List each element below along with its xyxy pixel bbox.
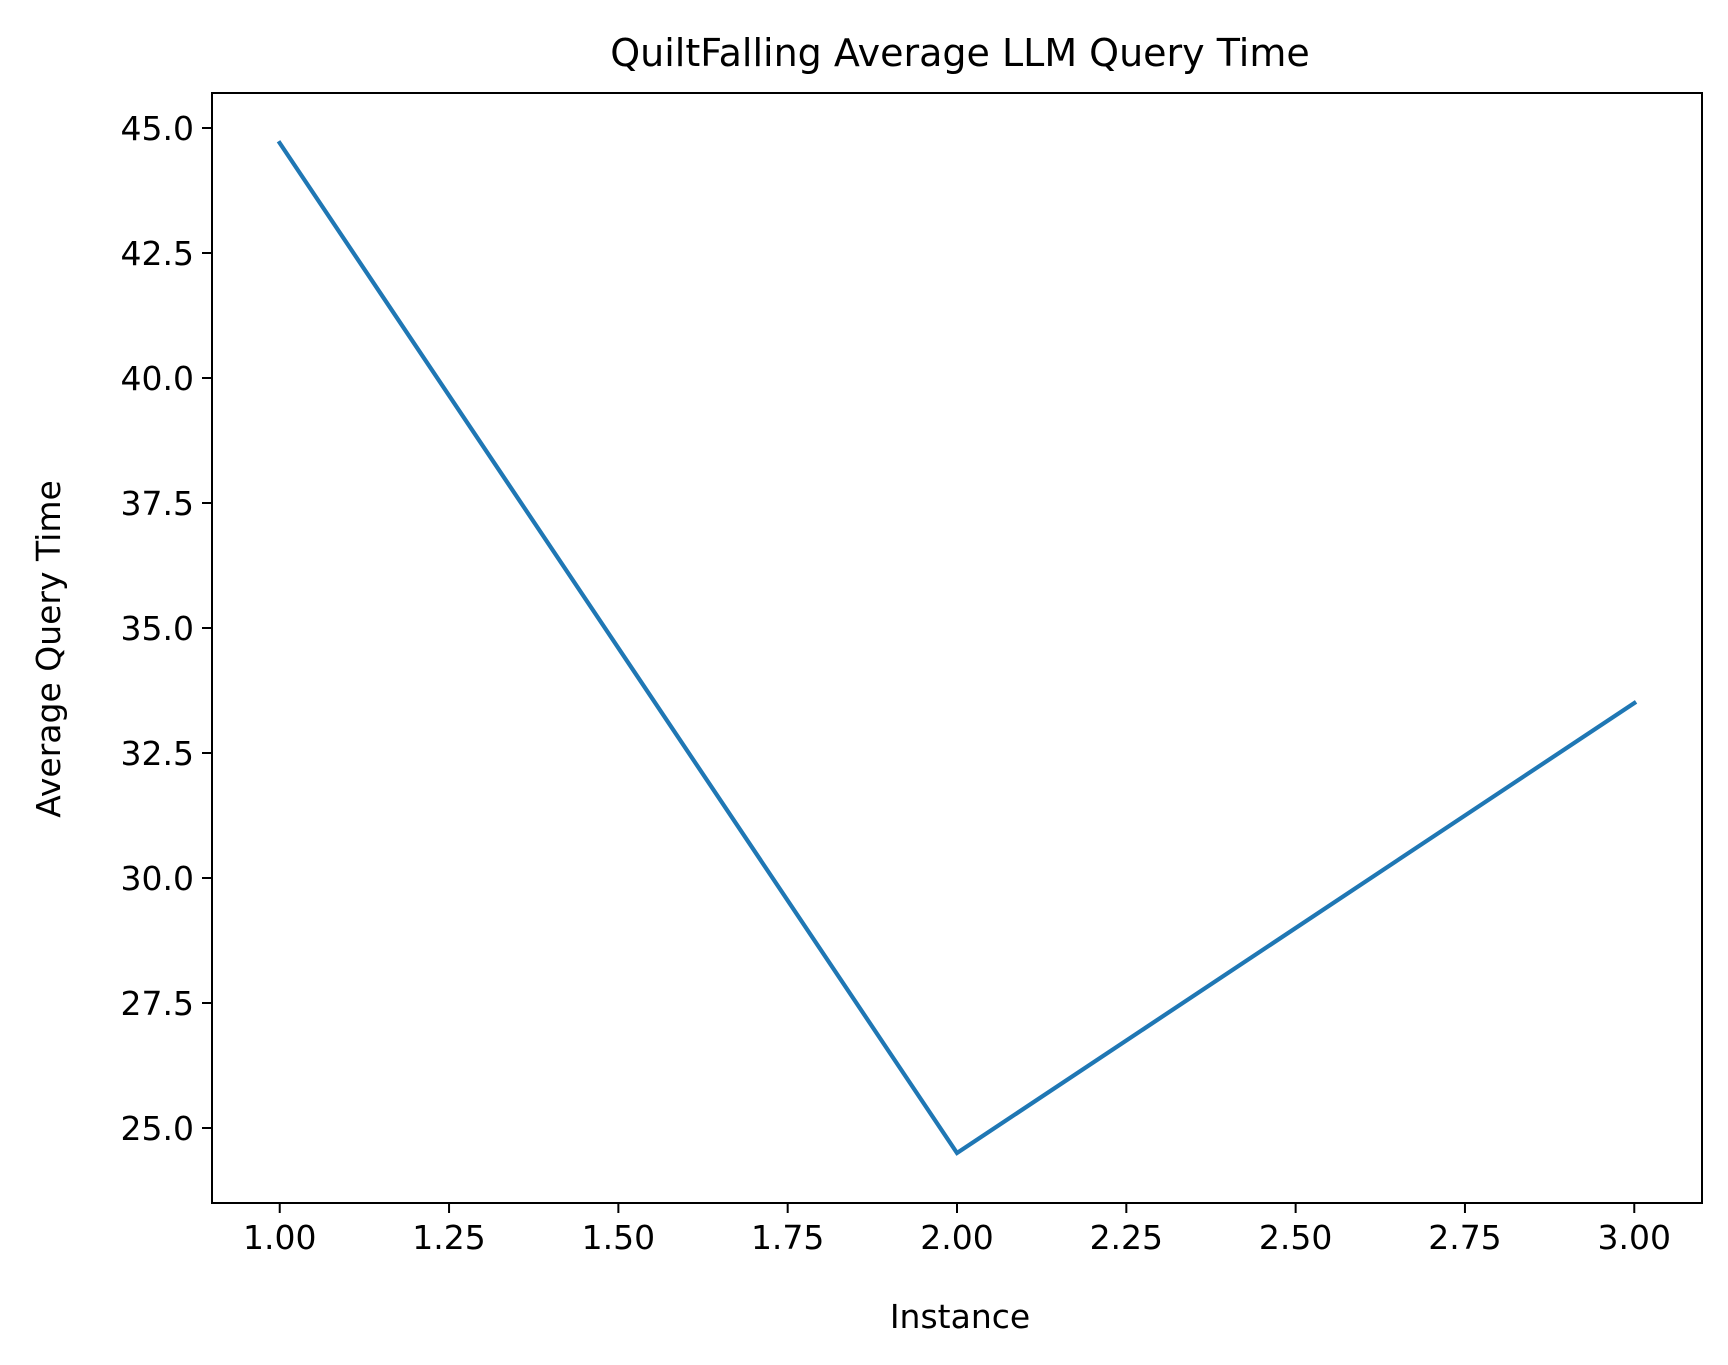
x-tick-label: 1.50 xyxy=(582,1218,655,1257)
x-axis-label: Instance xyxy=(890,1297,1030,1336)
x-tick-label: 2.00 xyxy=(920,1218,993,1257)
x-tick-label: 2.75 xyxy=(1428,1218,1501,1257)
chart-title: QuiltFalling Average LLM Query Time xyxy=(610,31,1310,75)
y-tick-label: 40.0 xyxy=(121,359,194,398)
x-tick-label: 2.25 xyxy=(1090,1218,1163,1257)
y-tick-label: 27.5 xyxy=(121,984,194,1023)
x-tick-label: 3.00 xyxy=(1598,1218,1671,1257)
x-tick-label: 1.25 xyxy=(412,1218,485,1257)
x-tick-label: 1.00 xyxy=(243,1218,316,1257)
y-tick-label: 42.5 xyxy=(121,234,194,273)
y-tick-label: 37.5 xyxy=(121,484,194,523)
y-tick-label: 45.0 xyxy=(121,109,194,148)
series-line-0 xyxy=(276,140,1638,1156)
plot-area: 1.00 1.25 1.50 1.75 2.00 2.25 2.50 2.75 3.00 25.0… xyxy=(121,92,1703,1257)
y-tick-label: 35.0 xyxy=(121,609,194,648)
y-tick-label: 25.0 xyxy=(121,1109,194,1148)
y-axis-label: Average Query Time xyxy=(29,480,68,818)
x-tick-label: 1.75 xyxy=(751,1218,824,1257)
y-tick-label: 32.5 xyxy=(121,734,194,773)
x-tick-label: 2.50 xyxy=(1259,1218,1332,1257)
y-tick-label: 30.0 xyxy=(121,859,194,898)
